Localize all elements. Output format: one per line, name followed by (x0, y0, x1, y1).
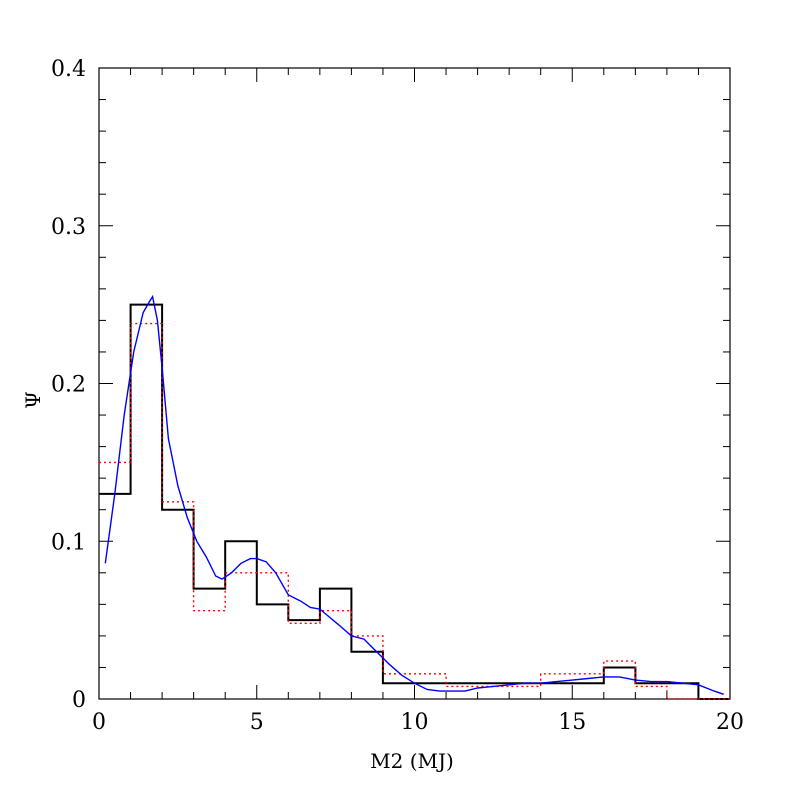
y-tick-label: 0.2 (51, 373, 86, 398)
y-tick-label: 0.4 (51, 57, 86, 82)
y-axis-label: Ψ (21, 391, 45, 409)
x-tick-label: 15 (558, 710, 586, 735)
x-tick-label: 0 (92, 710, 106, 735)
x-tick-label: 5 (250, 710, 264, 735)
plot-frame (98, 67, 731, 700)
series-2-curve (104, 294, 724, 695)
x-tick-label: 10 (401, 710, 429, 735)
y-tick-label: 0.1 (51, 530, 86, 555)
x-axis-label: M2 (MJ) (370, 749, 454, 773)
x-tick-label: 20 (716, 710, 744, 735)
series-1-histogram (99, 322, 730, 700)
y-tick-label: 0.3 (51, 215, 86, 240)
y-tick-label: 0 (72, 688, 86, 713)
